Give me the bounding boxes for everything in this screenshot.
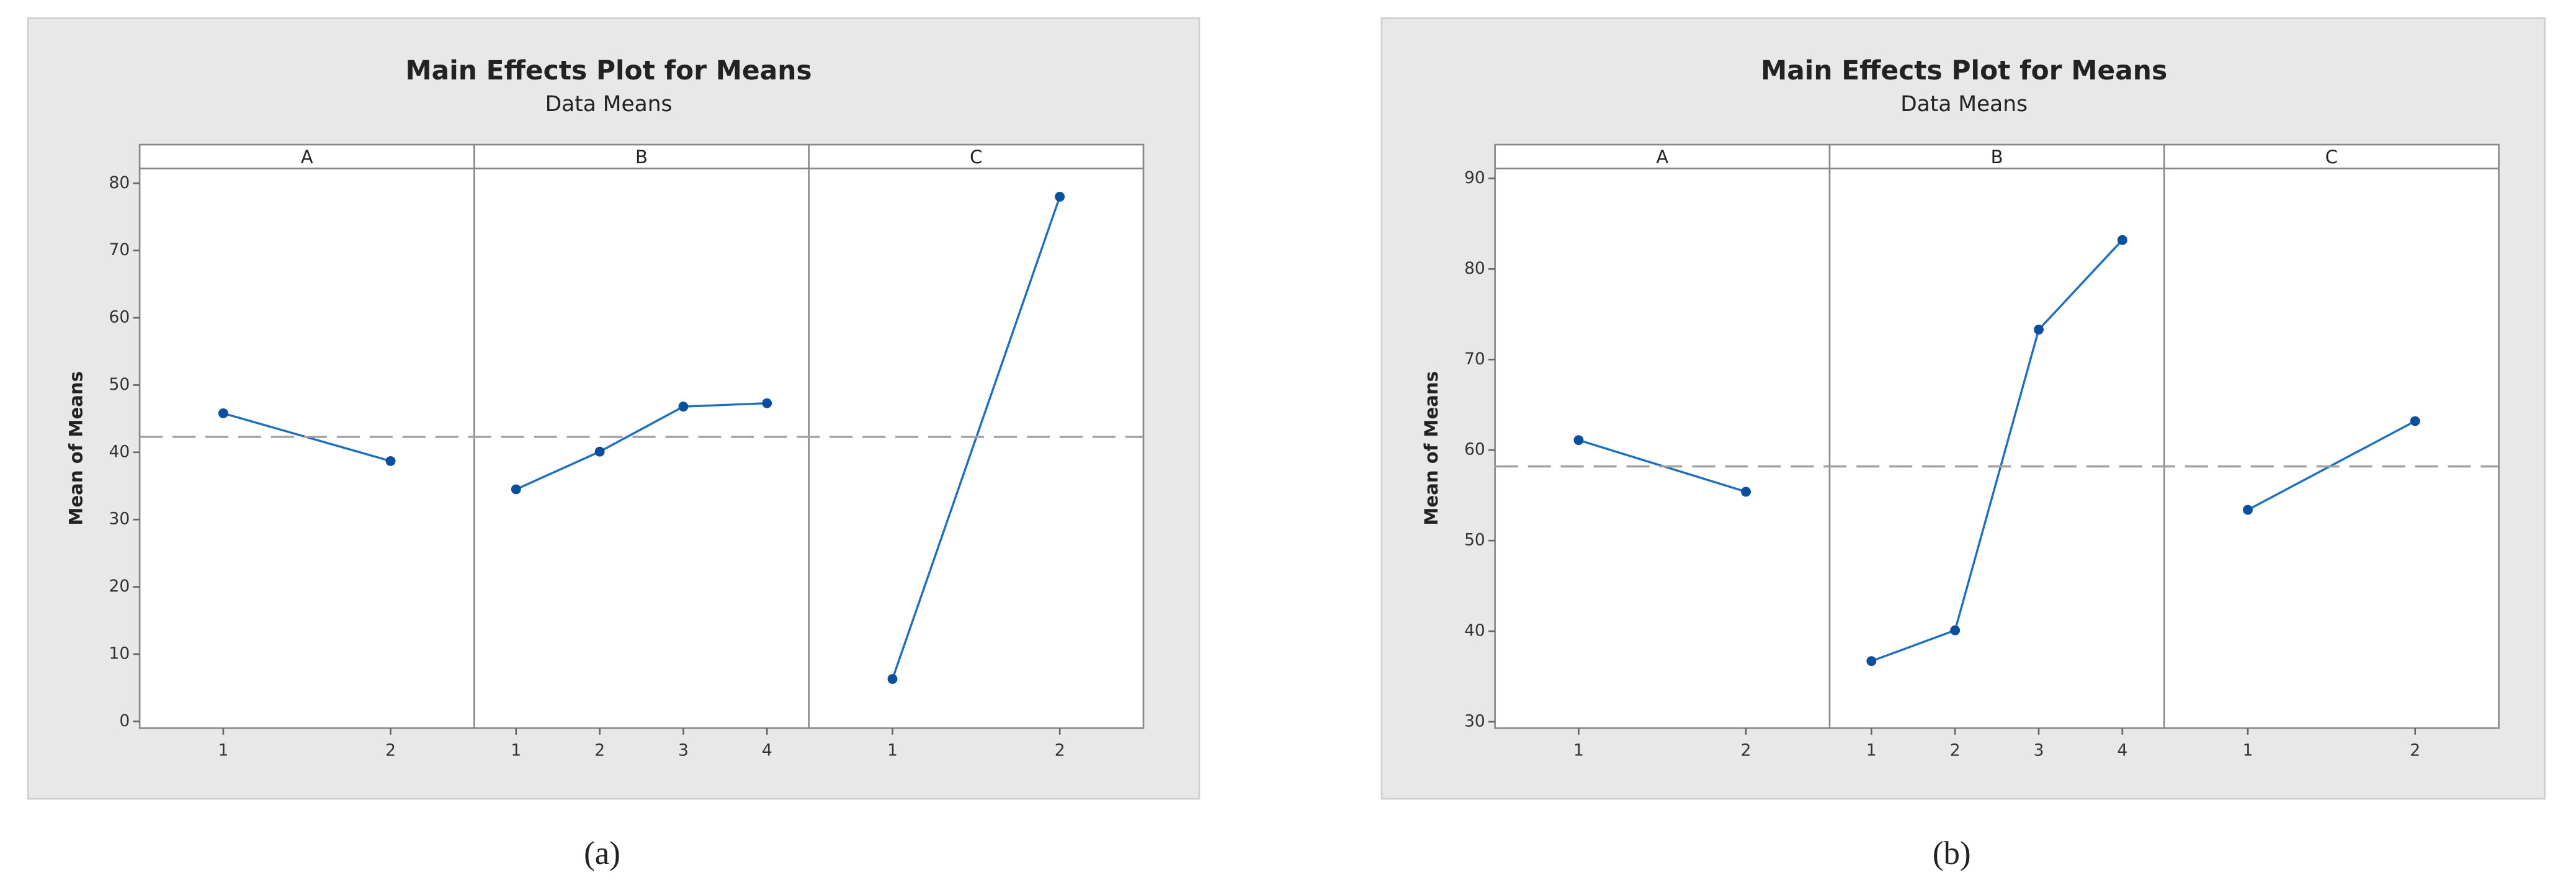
x-tick-label: 2 [594, 741, 605, 760]
data-point [1573, 435, 1584, 446]
y-tick-label: 80 [1464, 259, 1485, 278]
data-point [2243, 505, 2253, 515]
panel-label: A [1656, 146, 1668, 168]
x-tick-label: 1 [218, 741, 228, 760]
y-axis-label: Mean of Means [65, 371, 86, 525]
data-point [594, 446, 605, 457]
data-point [385, 456, 396, 466]
data-point [1741, 487, 1751, 497]
data-point [2034, 325, 2044, 335]
y-tick-label: 50 [1464, 531, 1485, 550]
data-point [678, 402, 689, 412]
effect-line [516, 402, 767, 490]
x-tick-label: 4 [2117, 741, 2127, 760]
plot-area [1494, 143, 2500, 729]
y-tick-label: 20 [109, 577, 130, 596]
data-point [218, 408, 228, 418]
caption: (a) [584, 835, 620, 871]
data-point [511, 484, 521, 495]
x-tick-label: 3 [2034, 741, 2044, 760]
x-tick-label: 2 [1950, 741, 1961, 760]
x-tick-label: 2 [1741, 741, 1751, 760]
caption: (b) [1933, 835, 1971, 871]
y-axis-label: Mean of Means [1421, 371, 1442, 525]
y-tick-label: 10 [109, 644, 130, 663]
effect-line [1871, 239, 2124, 662]
y-tick-label: 50 [109, 375, 130, 394]
y-tick-label: 30 [109, 510, 130, 529]
panel-label: B [1991, 146, 2003, 168]
y-tick-label: 70 [1464, 349, 1485, 369]
data-point [2117, 235, 2127, 245]
y-tick-label: 60 [1464, 440, 1485, 459]
data-point [2410, 416, 2420, 426]
y-tick-label: 40 [1464, 621, 1485, 641]
x-tick-label: 1 [1573, 741, 1584, 760]
data-point [887, 674, 898, 684]
x-tick-label: 2 [2410, 741, 2420, 760]
x-tick-label: 2 [1055, 741, 1065, 760]
data-point [1866, 656, 1877, 667]
panel-label: C [2325, 146, 2338, 168]
x-tick-label: 1 [1866, 741, 1877, 760]
data-point [1950, 625, 1961, 636]
y-tick-label: 60 [109, 308, 130, 327]
y-tick-label: 80 [109, 173, 130, 192]
data-point [762, 398, 772, 408]
chart-title: Main Effects Plot for Means [406, 55, 812, 86]
x-tick-label: 3 [678, 741, 689, 760]
y-tick-label: 70 [109, 240, 130, 259]
y-tick-label: 30 [1464, 711, 1485, 730]
x-tick-label: 4 [762, 741, 772, 760]
x-tick-label: 1 [2243, 741, 2253, 760]
y-tick-label: 40 [109, 442, 130, 461]
chart-subtitle: Data Means [1900, 92, 2028, 117]
chart-title: Main Effects Plot for Means [1761, 55, 2167, 86]
y-tick-label: 90 [1464, 168, 1485, 187]
panel-label: A [301, 146, 313, 168]
x-tick-label: 1 [511, 741, 521, 760]
data-point [1055, 192, 1065, 202]
panel-label: B [635, 146, 648, 168]
x-tick-label: 1 [887, 741, 898, 760]
y-tick-label: 0 [119, 711, 130, 730]
panel-label: C [970, 146, 982, 168]
chart-subtitle: Data Means [545, 92, 673, 117]
x-tick-label: 2 [385, 741, 396, 760]
